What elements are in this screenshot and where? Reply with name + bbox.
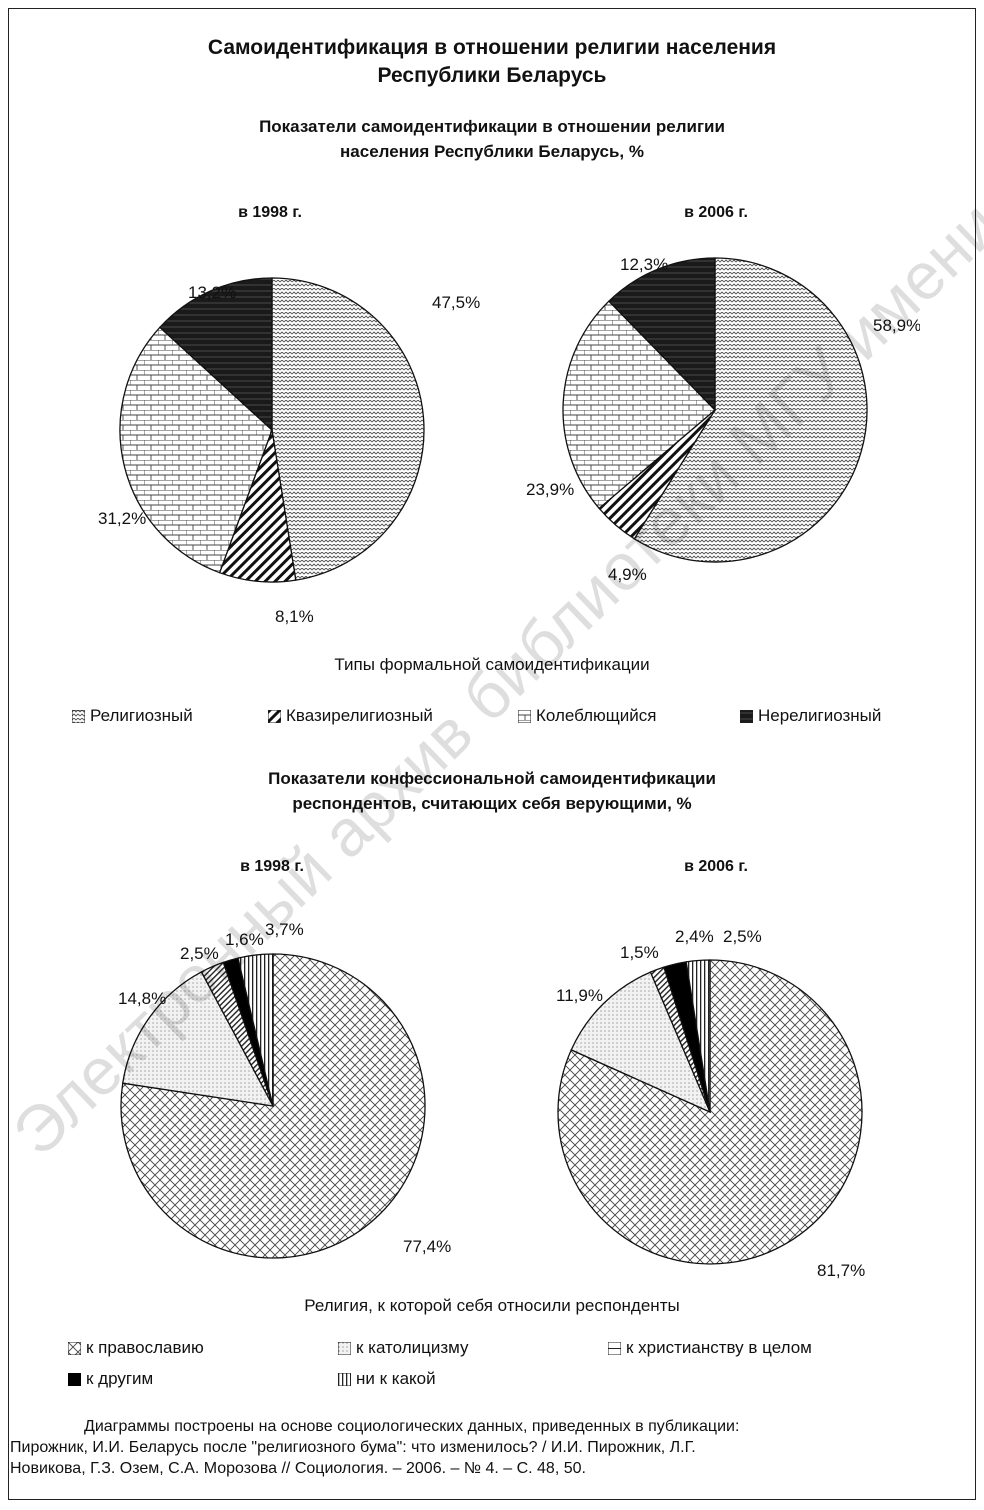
pie-slice-label: 2,5% xyxy=(180,944,219,963)
pie-slice-label: 23,9% xyxy=(526,480,574,499)
pie-slice xyxy=(271,277,425,581)
legend1-item-religious: Религиозный xyxy=(72,706,193,726)
pie-slice-label: 3,7% xyxy=(265,920,304,939)
pie-slice xyxy=(557,959,863,1265)
pie-slice xyxy=(570,971,712,1114)
legend2-item-orthodox: к православию xyxy=(68,1338,204,1358)
legend1: Религиозный Квазирелигиозный Колеблющийс… xyxy=(72,706,952,730)
pie-chart-1998-confession: 77,4% 14,8% 2,5% 1,6%3,7% xyxy=(118,920,451,1259)
legend1-label: Квазирелигиозный xyxy=(286,706,433,725)
main-title-line-2: Республики Беларусь xyxy=(377,64,607,87)
legend2-swatch-orthodox xyxy=(68,1341,81,1355)
legend1-item-hesitant: Колеблющийся xyxy=(518,706,657,726)
pie-slice-label: 58,9% xyxy=(873,316,920,335)
pie-slice-label: 47,5% xyxy=(432,293,480,312)
pie-slice xyxy=(237,953,274,1107)
pie-slice-label: 2,4% xyxy=(675,927,714,946)
pie-slice-label: 13,2% xyxy=(188,283,236,302)
pie-slice xyxy=(121,971,275,1107)
pie-slice xyxy=(607,257,716,412)
legend2-swatch-other xyxy=(68,1372,81,1386)
figure-frame xyxy=(8,8,976,1500)
pie-slice-label: 2,5% xyxy=(723,927,762,946)
legend1-item-nonreligious: Нерелигиозный xyxy=(740,706,881,726)
legend2-swatch-christian xyxy=(608,1341,621,1355)
legend2-item-catholic: к католицизму xyxy=(338,1338,469,1358)
footnote-line-2: Пирожник, И.И. Беларусь после "религиозн… xyxy=(10,1439,696,1456)
section2-title: Показатели конфессиональной самоидентифи… xyxy=(8,766,976,816)
pie-slice-label: 1,6% xyxy=(225,930,264,949)
legend1-title: Типы формальной самоидентификации xyxy=(334,655,650,674)
main-title: Самоидентификация в отношении религии на… xyxy=(8,34,976,90)
chart4-year-label: в 2006 г. xyxy=(684,858,748,875)
legend1-item-quasi: Квазирелигиозный xyxy=(268,706,433,726)
pie-slice xyxy=(685,959,711,1113)
pie-slice-label: 1,5% xyxy=(620,943,659,962)
chart1-year-label: в 1998 г. xyxy=(238,204,302,221)
legend2-label: к христианству в целом xyxy=(626,1338,812,1357)
section1-title-line-2: населения Республики Беларусь, % xyxy=(340,142,644,161)
chart2-year-label: в 2006 г. xyxy=(684,204,748,221)
legend2-item-none: ни к какой xyxy=(338,1369,436,1389)
legend2-label: ни к какой xyxy=(356,1369,436,1388)
pie-slice-label: 31,2% xyxy=(98,509,146,528)
legend1-label: Нерелигиозный xyxy=(758,706,882,725)
legend1-label: Колеблющийся xyxy=(536,706,657,725)
pie-slice-label: 4,9% xyxy=(608,565,647,584)
pie-chart-2006-self-identification: 58,9% 4,9% 23,9% 12,3% xyxy=(526,255,920,584)
pie-chart-1998-self-identification: 47,5% 8,1% 31,2% 13,2% xyxy=(98,277,480,626)
legend2-item-other: к другим xyxy=(68,1369,153,1389)
pie-slice xyxy=(562,300,716,510)
chart3-year-label: в 1998 г. xyxy=(240,858,304,875)
pie-chart-2006-confession: 81,7% 11,9% 1,5% 2,4% 2,5% xyxy=(556,927,865,1280)
pie-slice xyxy=(119,326,273,574)
legend2-item-christian: к христианству в целом xyxy=(608,1338,812,1358)
legend2: к православию к католицизму к христианст… xyxy=(68,1338,948,1398)
pie-slice-label: 81,7% xyxy=(817,1261,865,1280)
section2-title-line-2: респондентов, считающих себя верующими, … xyxy=(292,794,692,813)
pie-slice xyxy=(158,277,273,432)
section1-title: Показатели самоидентификации в отношении… xyxy=(8,114,976,164)
legend2-swatch-none xyxy=(338,1372,351,1386)
main-title-line-1: Самоидентификация в отношении религии на… xyxy=(207,36,777,59)
pie-slice xyxy=(633,257,868,563)
legend2-label: к другим xyxy=(86,1369,154,1388)
pie-slice-label: 14,8% xyxy=(118,989,166,1008)
legend1-swatch-nonreligious xyxy=(740,709,753,723)
legend2-label: к православию xyxy=(86,1338,204,1357)
legend1-swatch-hesitant xyxy=(518,709,531,723)
legend2-swatch-catholic xyxy=(338,1341,351,1355)
footnote-line-1: Диаграммы построены на основе социологич… xyxy=(84,1418,740,1435)
pie-slice-label: 8,1% xyxy=(275,607,314,626)
legend1-swatch-religious xyxy=(72,709,85,723)
legend2-label: к католицизму xyxy=(356,1338,469,1357)
legend1-label: Религиозный xyxy=(90,706,193,725)
footnote: Диаграммы построены на основе социологич… xyxy=(10,1416,974,1479)
pie-slice-label: 12,3% xyxy=(620,255,668,274)
footnote-line-3: Новикова, Г.З. Озем, С.А. Морозова // Со… xyxy=(10,1460,586,1477)
legend1-swatch-quasi xyxy=(268,709,281,723)
legend2-title: Религия, к которой себя относили респонд… xyxy=(304,1296,680,1315)
pie-slice-label: 11,9% xyxy=(556,986,603,1005)
pie-slice-label: 77,4% xyxy=(403,1237,451,1256)
pie-slice xyxy=(120,953,426,1259)
section2-title-line-1: Показатели конфессиональной самоидентифи… xyxy=(268,769,716,788)
section1-title-line-1: Показатели самоидентификации в отношении… xyxy=(259,117,725,136)
